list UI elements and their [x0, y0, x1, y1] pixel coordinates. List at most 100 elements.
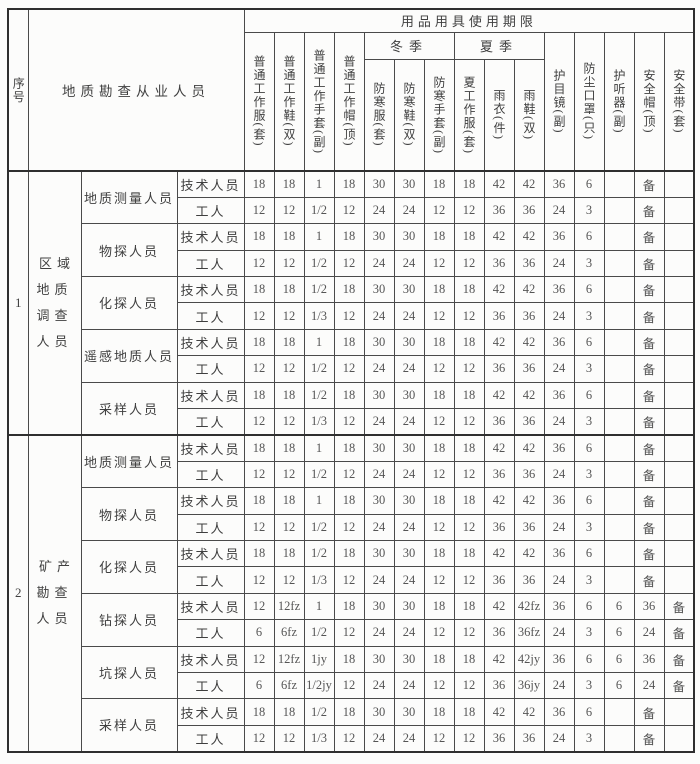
- value-cell: 24: [393, 566, 425, 594]
- value-cell: 18: [453, 276, 485, 304]
- value-cell: 1: [303, 169, 335, 198]
- value-cell: 36: [483, 671, 515, 700]
- value-cell: [603, 433, 635, 462]
- value-cell: 30: [363, 539, 395, 568]
- personnel-type-label: 工人: [176, 724, 245, 753]
- value-cell: 备: [633, 724, 665, 753]
- value-cell: 备: [663, 619, 695, 647]
- value-cell: 24: [393, 302, 425, 330]
- value-cell: 30: [393, 169, 425, 198]
- value-cell: 24: [543, 671, 575, 700]
- value-cell: 30: [363, 645, 395, 673]
- subcategory-label: 物探人员: [80, 223, 178, 278]
- value-cell: [603, 724, 635, 753]
- value-cell: 18: [423, 487, 455, 515]
- value-cell: 36: [483, 355, 515, 383]
- personnel-type-label: 工人: [176, 249, 245, 278]
- value-cell: 1/2: [303, 539, 335, 568]
- value-cell: [603, 169, 635, 198]
- value-cell: 18: [453, 328, 485, 357]
- equipment-column-header-label: 防寒服(套): [372, 82, 387, 148]
- value-cell: 1/2: [303, 355, 335, 383]
- value-cell: 30: [363, 169, 395, 198]
- value-cell: 备: [633, 460, 665, 489]
- value-cell: 18: [273, 276, 305, 304]
- value-cell: 12: [453, 671, 485, 700]
- value-cell: [663, 566, 695, 594]
- value-cell: 12: [333, 408, 365, 436]
- value-cell: 18: [453, 433, 485, 462]
- value-cell: 36: [513, 408, 545, 436]
- subcategory-label: 坑探人员: [80, 645, 178, 700]
- value-cell: 备: [633, 249, 665, 278]
- equipment-column-header-label: 护目镜(副): [552, 68, 567, 134]
- value-cell: 12: [243, 196, 275, 225]
- table-row: 遥感地质人员 技术人员 18 18 1 18 30 30 18 18 42 42 36 6 备: [8, 328, 695, 383]
- table-row: 钻探人员 技术人员 12 12fz 1 18 30 30 18 18 42 42fz 36 6 6 36 备: [8, 592, 695, 647]
- value-cell: [603, 539, 635, 568]
- value-cell: 12: [333, 566, 365, 594]
- equipment-column-header-label: 普通工作鞋(双): [282, 55, 297, 148]
- value-cell: 30: [393, 645, 425, 673]
- equipment-column-header: 普通工作鞋(双): [273, 31, 305, 172]
- value-cell: [603, 276, 635, 304]
- value-cell: 18: [453, 487, 485, 515]
- value-cell: 36: [513, 513, 545, 541]
- personnel-type-label: 工人: [176, 408, 245, 436]
- subcategory-label: 化探人员: [80, 539, 178, 594]
- personnel-type-label: 技术人员: [176, 487, 245, 515]
- value-cell: 24: [633, 619, 665, 647]
- personnel-type-label: 工人: [176, 196, 245, 225]
- value-cell: 12: [453, 513, 485, 541]
- value-cell: 18: [453, 169, 485, 198]
- value-cell: 12: [453, 619, 485, 647]
- value-cell: 42: [513, 433, 545, 462]
- personnel-type-label: 技术人员: [176, 592, 245, 621]
- value-cell: 18: [273, 433, 305, 462]
- value-cell: 18: [333, 223, 365, 251]
- equipment-column-header: 防寒手套(副): [423, 58, 455, 172]
- value-cell: 12: [423, 249, 455, 278]
- value-cell: 42: [483, 169, 515, 198]
- personnel-type-label: 技术人员: [176, 223, 245, 251]
- value-cell: 18: [423, 433, 455, 462]
- value-cell: 12: [243, 408, 275, 436]
- value-cell: [603, 328, 635, 357]
- value-cell: 备: [633, 302, 665, 330]
- value-cell: 24: [543, 566, 575, 594]
- equipment-column-header-label: 护听器(副): [612, 68, 627, 134]
- value-cell: 6: [573, 433, 605, 462]
- value-cell: 12: [243, 249, 275, 278]
- personnel-type-label: 工人: [176, 513, 245, 541]
- value-cell: 24: [543, 249, 575, 278]
- value-cell: 1/2: [303, 276, 335, 304]
- table-row: 工人 6 6fz 1/2 12 24 24 12 12 36 36fz 24 3 6 24 备: [8, 619, 695, 647]
- value-cell: 18: [423, 592, 455, 621]
- value-cell: 12: [243, 645, 275, 673]
- personnel-type-label: 技术人员: [176, 539, 245, 568]
- value-cell: [663, 513, 695, 541]
- value-cell: 3: [573, 566, 605, 594]
- value-cell: 备: [633, 487, 665, 515]
- value-cell: 24: [543, 619, 575, 647]
- value-cell: 12: [453, 302, 485, 330]
- value-cell: 42: [513, 698, 545, 726]
- value-cell: [663, 460, 695, 489]
- equipment-column-header: 雨鞋(双): [513, 58, 545, 172]
- subcategory-label: 采样人员: [80, 381, 178, 436]
- value-cell: 36: [513, 724, 545, 753]
- value-cell: 42: [483, 645, 515, 673]
- value-cell: 30: [393, 698, 425, 726]
- table-row: 化探人员 技术人员 18 18 1/2 18 30 30 18 18 42 42 36 6 备: [8, 276, 695, 330]
- value-cell: 24: [393, 249, 425, 278]
- value-cell: 24: [363, 196, 395, 225]
- value-cell: [663, 698, 695, 726]
- value-cell: 36: [513, 302, 545, 330]
- value-cell: 1: [303, 433, 335, 462]
- value-cell: 备: [633, 513, 665, 541]
- value-cell: 1: [303, 223, 335, 251]
- value-cell: 36: [543, 698, 575, 726]
- value-cell: 12: [243, 460, 275, 489]
- value-cell: 6: [573, 645, 605, 673]
- value-cell: 36: [543, 169, 575, 198]
